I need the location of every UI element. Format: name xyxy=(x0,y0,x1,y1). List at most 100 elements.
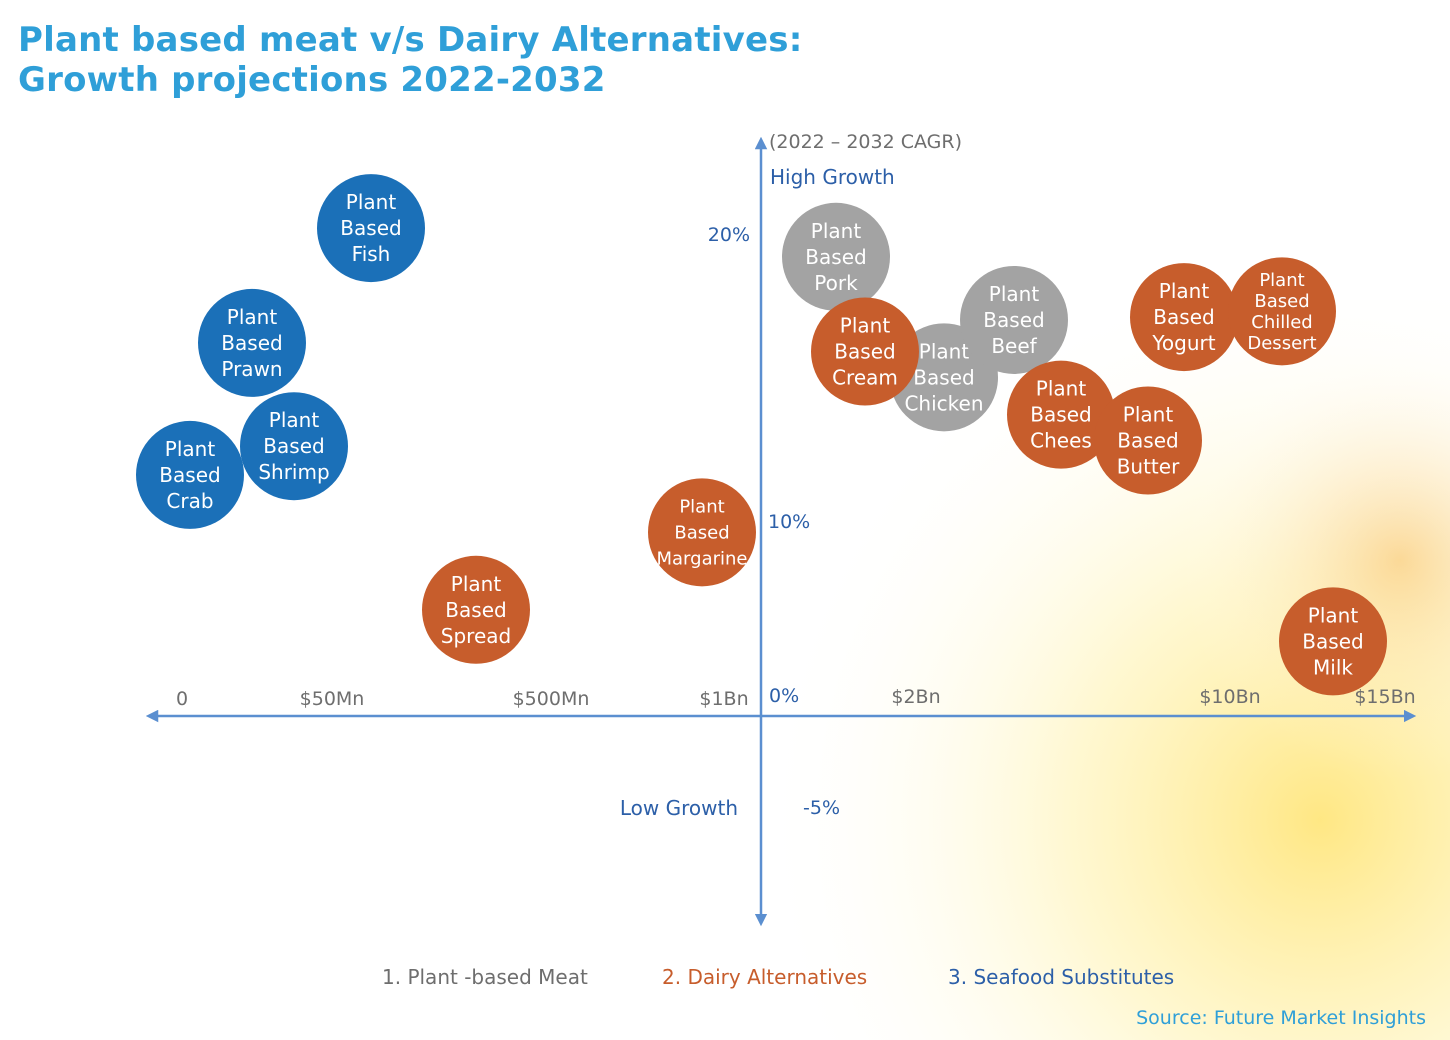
legend-item-meat: 1. Plant -based Meat xyxy=(382,965,588,989)
bubble-label-line: Plant xyxy=(165,437,216,461)
bubble-label-line: Based xyxy=(159,463,220,487)
x-tick-label: $10Bn xyxy=(1199,686,1260,708)
chart-title-line2: Growth projections 2022-2032 xyxy=(18,60,606,100)
bubble-circle xyxy=(317,174,425,283)
bubble-circle xyxy=(1007,360,1115,469)
bubble-label-line: Margarine xyxy=(657,549,748,570)
bubble-label-line: Based xyxy=(1153,305,1214,329)
bubble-label-line: Shrimp xyxy=(258,460,329,484)
bubble-label-line: Based xyxy=(221,331,282,355)
source-note: Source: Future Market Insights xyxy=(1136,1007,1426,1029)
bubble-circle xyxy=(648,478,756,587)
bubble-circle xyxy=(782,202,890,311)
legend-item-dairy: 2. Dairy Alternatives xyxy=(662,965,868,989)
bubble-label-line: Beef xyxy=(991,334,1037,358)
bubble-label-line: Plant xyxy=(840,314,891,338)
bubble-label: Plant Based Cream xyxy=(832,314,898,390)
bubble-label-line: Plant xyxy=(227,305,278,329)
bubble-label-line: Yogurt xyxy=(1151,331,1215,355)
bubble-label: Plant Based Prawn xyxy=(221,305,282,381)
bubble-label-line: Butter xyxy=(1117,454,1180,478)
bubble-label-line: Based xyxy=(913,365,974,389)
bubble-label-line: Based xyxy=(1254,291,1309,312)
bubble-label: Plant Based Chilled Dessert xyxy=(1247,270,1316,354)
bubble-label: Plant Based Chees xyxy=(1030,377,1092,453)
bubble-dairy: Plant Based Yogurt xyxy=(1130,263,1238,372)
bubble-circle xyxy=(198,288,306,397)
bubble-label: Plant Based Beef xyxy=(983,282,1044,358)
bubble-label-line: Plant xyxy=(989,282,1040,306)
bubble-label-line: Based xyxy=(445,598,506,622)
bubble-dairy: Plant Based Chilled Dessert xyxy=(1228,257,1336,366)
bubble-label-line: Based xyxy=(1117,428,1178,452)
bubble-seafood: Plant Based Crab xyxy=(136,420,244,529)
bubble-label-line: Plant xyxy=(1123,402,1174,426)
x-tick-label: $500Mn xyxy=(513,688,590,710)
bubble-label: Plant Based Pork xyxy=(805,219,866,295)
x-tick-label: $15Bn xyxy=(1354,686,1415,708)
bubble-dairy: Plant Based Margarine xyxy=(648,478,756,587)
bubble-label-line: Based xyxy=(263,434,324,458)
bubble-label-line: Plant xyxy=(1159,279,1210,303)
bubble-label-line: Plant xyxy=(1259,270,1304,291)
bubble-label-line: Based xyxy=(805,245,866,269)
y-axis-label: (2022 – 2032 CAGR) xyxy=(769,131,962,153)
bubble-seafood: Plant Based Fish xyxy=(317,174,425,283)
bubble-label-line: Chilled xyxy=(1251,312,1312,333)
y-tick-labels: 20% 10% 0% -5% xyxy=(708,224,840,819)
bubble-label-line: Based xyxy=(834,340,895,364)
bubble-label-line: Dessert xyxy=(1247,333,1316,354)
bubble-meat: Plant Based Pork xyxy=(782,202,890,311)
bubble-seafood: Plant Based Shrimp xyxy=(240,392,348,501)
bubble-label-line: Milk xyxy=(1313,655,1353,679)
bubble-label-line: Plant xyxy=(1036,377,1087,401)
bubble-label-line: Based xyxy=(674,523,729,544)
bubble-label-line: Prawn xyxy=(221,357,282,381)
bubble-circle xyxy=(1228,257,1336,366)
bubble-label: Plant Based Margarine xyxy=(657,497,748,570)
y-tick-label: -5% xyxy=(803,797,840,819)
y-tick-label: 10% xyxy=(768,511,810,533)
bubble-label-line: Plant xyxy=(919,339,970,363)
bubble-label-line: Spread xyxy=(441,624,511,648)
x-tick-label: $1Bn xyxy=(699,688,748,710)
x-tick-label: 0 xyxy=(176,688,188,710)
bubble-dairy: Plant Based Cream xyxy=(811,297,919,406)
bubble-circle xyxy=(960,265,1068,374)
x-tick-label: $2Bn xyxy=(891,686,940,708)
bubble-label-line: Plant xyxy=(346,190,397,214)
bubble-label-line: Based xyxy=(340,216,401,240)
low-growth-label: Low Growth xyxy=(620,796,738,820)
chart-title-line1: Plant based meat v/s Dairy Alternatives: xyxy=(18,20,803,60)
bubble-circle xyxy=(1279,587,1387,696)
high-growth-label: High Growth xyxy=(770,165,895,189)
x-tick-labels: 0 $50Mn $500Mn $1Bn $2Bn $10Bn $15Bn xyxy=(176,686,1416,710)
y-tick-label: 20% xyxy=(708,224,750,246)
bubble-circle xyxy=(240,392,348,501)
bubble-label: Plant Based Shrimp xyxy=(258,408,329,484)
bubble-seafood: Plant Based Prawn xyxy=(198,288,306,397)
bubble-label: Plant Based Yogurt xyxy=(1151,279,1215,355)
bubble-label: Plant Based Chicken xyxy=(904,339,983,415)
bubble-label: Plant Based Spread xyxy=(441,572,511,648)
bubble-label-line: Plant xyxy=(1308,603,1359,627)
bubble-circle xyxy=(811,297,919,406)
x-tick-label: $50Mn xyxy=(300,688,365,710)
bubble-label-line: Plant xyxy=(811,219,862,243)
bubble-circle xyxy=(1094,386,1202,495)
bubble-meat: Plant Based Beef xyxy=(960,265,1068,374)
legend-item-seafood: 3. Seafood Substitutes xyxy=(948,965,1175,989)
bubble-label: Plant Based Milk xyxy=(1302,603,1363,679)
bubble-circle xyxy=(422,555,530,664)
bubble-label: Plant Based Fish xyxy=(340,190,401,266)
bubble-label-line: Based xyxy=(983,308,1044,332)
bubble-dairy: Plant Based Milk xyxy=(1279,587,1387,696)
chart-title: Plant based meat v/s Dairy Alternatives:… xyxy=(18,20,803,100)
bubble-label-line: Cream xyxy=(832,366,898,390)
bubble-label-line: Plant xyxy=(451,572,502,596)
bubble-label-line: Pork xyxy=(814,271,858,295)
bubble-label-line: Chees xyxy=(1030,429,1092,453)
bubble-dairy: Plant Based Chees xyxy=(1007,360,1115,469)
